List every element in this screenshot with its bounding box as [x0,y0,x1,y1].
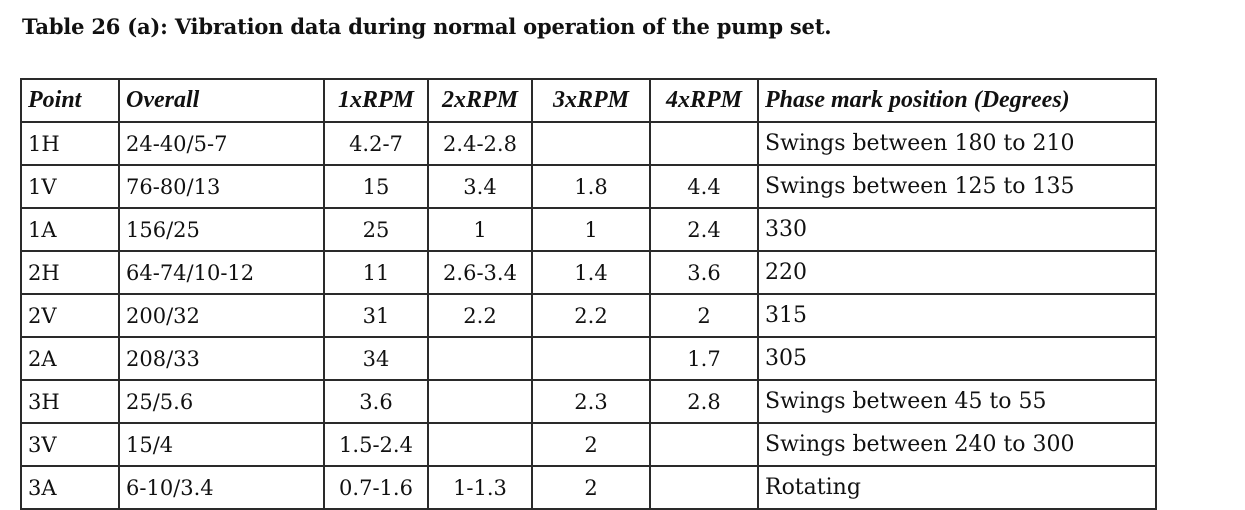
table-row: 1H 24-40/5-7 4.2-7 2.4-2.8 Swings between 18… [20,121,1157,166]
cell-3xrpm: 1 [531,207,651,252]
cell-2xrpm: 1 [427,207,533,252]
cell-1xrpm: 1.5-2.4 [323,422,429,467]
cell-4xrpm: 2.8 [649,379,759,424]
cell-overall: 64-74/10-12 [118,250,325,295]
cell-3xrpm: 2.3 [531,379,651,424]
table-caption: Table 26 (a): Vibration data during norm… [22,14,832,39]
cell-phase-mark: 330 [757,207,1157,252]
cell-2xrpm [427,422,533,467]
cell-point: 3H [20,379,120,424]
cell-point: 2H [20,250,120,295]
cell-2xrpm [427,336,533,381]
cell-overall: 200/32 [118,293,325,338]
cell-point: 1V [20,164,120,209]
table-header: Point Overall 1xRPM 2xRPM 3xRPM 4xRPM Ph… [20,78,1157,123]
cell-point: 1A [20,207,120,252]
cell-phase-mark: 220 [757,250,1157,295]
cell-1xrpm: 3.6 [323,379,429,424]
table-row: 2H 64-74/10-12 11 2.6-3.4 1.4 3.6 220 [20,250,1157,295]
cell-2xrpm: 1-1.3 [427,465,533,510]
cell-overall: 25/5.6 [118,379,325,424]
cell-2xrpm: 3.4 [427,164,533,209]
header-2xrpm: 2xRPM [427,78,533,123]
cell-2xrpm [427,379,533,424]
header-1xrpm: 1xRPM [323,78,429,123]
table-row: 3V 15/4 1.5-2.4 2 Swings between 240 to 300 [20,422,1157,467]
cell-overall: 24-40/5-7 [118,121,325,166]
cell-3xrpm: 1.8 [531,164,651,209]
cell-4xrpm [649,121,759,166]
cell-4xrpm [649,422,759,467]
cell-phase-mark: Swings between 180 to 210 [757,121,1157,166]
header-4xrpm: 4xRPM [649,78,759,123]
cell-1xrpm: 0.7-1.6 [323,465,429,510]
table-row: 3H 25/5.6 3.6 2.3 2.8 Swings between 45 to 55 [20,379,1157,424]
table-row: 2A 208/33 34 1.7 305 [20,336,1157,381]
cell-1xrpm: 15 [323,164,429,209]
cell-1xrpm: 4.2-7 [323,121,429,166]
cell-overall: 15/4 [118,422,325,467]
header-point: Point [20,78,120,123]
cell-overall: 76-80/13 [118,164,325,209]
cell-4xrpm: 1.7 [649,336,759,381]
header-phase-mark-position: Phase mark position (Degrees) [757,78,1157,123]
cell-overall: 6-10/3.4 [118,465,325,510]
cell-overall: 156/25 [118,207,325,252]
cell-2xrpm: 2.4-2.8 [427,121,533,166]
cell-2xrpm: 2.6-3.4 [427,250,533,295]
table-body: 1H 24-40/5-7 4.2-7 2.4-2.8 Swings between 18… [20,121,1157,510]
cell-4xrpm: 2 [649,293,759,338]
cell-point: 1H [20,121,120,166]
table-row: 2V 200/32 31 2.2 2.2 2 315 [20,293,1157,338]
cell-point: 3A [20,465,120,510]
cell-1xrpm: 31 [323,293,429,338]
cell-phase-mark: Swings between 125 to 135 [757,164,1157,209]
header-row: Point Overall 1xRPM 2xRPM 3xRPM 4xRPM Ph… [20,78,1157,123]
cell-3xrpm: 2 [531,465,651,510]
cell-1xrpm: 11 [323,250,429,295]
cell-2xrpm: 2.2 [427,293,533,338]
cell-3xrpm [531,121,651,166]
vibration-data-table: Point Overall 1xRPM 2xRPM 3xRPM 4xRPM Ph… [20,78,1157,510]
cell-overall: 208/33 [118,336,325,381]
cell-point: 2A [20,336,120,381]
cell-1xrpm: 25 [323,207,429,252]
table-row: 1A 156/25 25 1 1 2.4 330 [20,207,1157,252]
cell-phase-mark: 315 [757,293,1157,338]
cell-4xrpm: 2.4 [649,207,759,252]
cell-phase-mark: Swings between 240 to 300 [757,422,1157,467]
table-row: 3A 6-10/3.4 0.7-1.6 1-1.3 2 Rotating [20,465,1157,510]
cell-4xrpm: 3.6 [649,250,759,295]
cell-1xrpm: 34 [323,336,429,381]
cell-3xrpm: 2.2 [531,293,651,338]
header-3xrpm: 3xRPM [531,78,651,123]
table-row: 1V 76-80/13 15 3.4 1.8 4.4 Swings between 125 … [20,164,1157,209]
cell-3xrpm [531,336,651,381]
cell-phase-mark: Swings between 45 to 55 [757,379,1157,424]
cell-phase-mark: Rotating [757,465,1157,510]
cell-3xrpm: 2 [531,422,651,467]
header-overall: Overall [118,78,325,123]
cell-point: 3V [20,422,120,467]
cell-3xrpm: 1.4 [531,250,651,295]
cell-4xrpm [649,465,759,510]
cell-4xrpm: 4.4 [649,164,759,209]
cell-phase-mark: 305 [757,336,1157,381]
cell-point: 2V [20,293,120,338]
